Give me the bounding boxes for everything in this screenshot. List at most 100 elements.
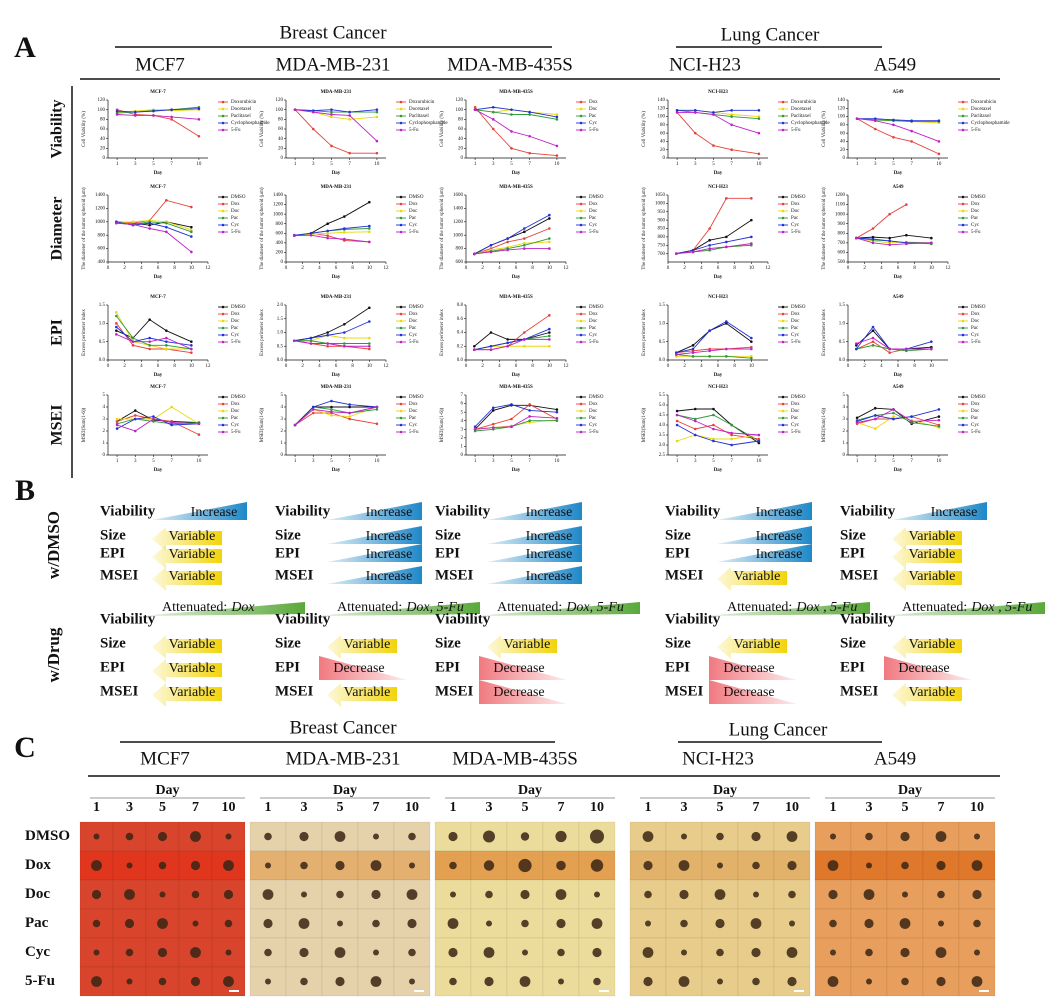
b-state: Increase [526, 529, 573, 544]
point [343, 231, 346, 234]
y-tick-label: 0.0 [99, 358, 106, 363]
b-state: Variable [169, 661, 216, 676]
legend-marker [221, 202, 225, 206]
trend-shape [717, 502, 812, 520]
axis-label: Day [714, 171, 723, 176]
legend-label: Cyclophosphamide [791, 121, 830, 126]
axis-label: Cell Viability (%) [260, 111, 265, 147]
legend-marker [399, 402, 403, 406]
trend-shape [892, 502, 987, 520]
point [712, 413, 715, 417]
spheroid [158, 861, 167, 870]
series-line [295, 109, 378, 142]
spheroid [642, 831, 654, 842]
y-tick-label: 500 [838, 260, 846, 265]
legend-label: Cyc [231, 223, 240, 228]
spheroid [265, 978, 271, 985]
legend-label: Cyc [231, 423, 240, 428]
spheroid [786, 831, 798, 842]
legend-label: DMSO [791, 305, 806, 310]
spheroid [190, 947, 201, 958]
spheroid [865, 948, 873, 957]
axis-label: MSEI(Sum(1-6)) [260, 407, 265, 442]
b-label: Size [100, 635, 126, 651]
x-tick-label: 1 [676, 162, 679, 167]
point [675, 109, 679, 112]
y-tick-label: 900 [658, 218, 666, 223]
point [855, 416, 859, 420]
b-label: EPI [665, 659, 690, 675]
y-tick-label: 20 [458, 146, 464, 151]
point [165, 225, 168, 229]
point [131, 344, 135, 347]
trend-shape [880, 602, 1045, 616]
x-tick-label: 6 [897, 266, 900, 271]
point [190, 228, 193, 232]
legend-label: Pac [971, 326, 979, 331]
legend-marker [961, 326, 965, 330]
day-label: Day [713, 783, 737, 798]
point [165, 340, 168, 343]
axis-label: Cell Viability (%) [822, 111, 827, 147]
trend-shape [327, 683, 397, 707]
point [708, 227, 711, 230]
x-tick-label: 5 [712, 162, 715, 167]
point [148, 223, 151, 227]
point [712, 407, 715, 411]
point [730, 437, 733, 441]
trend-shape [487, 502, 582, 520]
x-tick-label: 8 [173, 364, 176, 369]
point [115, 423, 119, 427]
point [873, 427, 877, 430]
point [170, 115, 173, 119]
series-line [856, 341, 932, 354]
b-label: MSEI [435, 683, 474, 699]
y-tick-label: 2.5 [659, 453, 666, 458]
spheroid [827, 976, 839, 987]
legend-marker [579, 319, 583, 323]
y-tick-label: 800 [98, 233, 106, 238]
b-label: MSEI [665, 567, 704, 583]
y-tick-label: 1 [843, 441, 846, 446]
row-label: Viability [49, 100, 66, 159]
spheroid [520, 889, 530, 900]
point [892, 123, 895, 127]
legend-marker [221, 121, 225, 125]
point [730, 115, 733, 118]
point [855, 236, 858, 240]
x-tick-label: 0 [667, 364, 670, 369]
spheroid [450, 891, 456, 898]
spheroid [264, 832, 272, 841]
cell-line: A549 [874, 54, 916, 75]
point [555, 144, 559, 148]
point [675, 419, 679, 423]
x-tick-label: 12 [564, 266, 570, 271]
legend-marker [961, 202, 965, 206]
day-number: 7 [373, 800, 380, 815]
axis-label: Excess perimeter index [822, 309, 827, 356]
treatment-label: Dox [25, 857, 51, 873]
trend-shape [152, 567, 222, 591]
spheroid [298, 918, 310, 929]
x-tick-label: 1 [474, 162, 477, 167]
legend-marker [961, 312, 965, 316]
legend-label: Cyc [971, 423, 980, 428]
axis-label: The diameter of the tumor spheroid (μm) [260, 187, 265, 269]
x-tick-label: 10 [929, 364, 935, 369]
chart-title: A549 [892, 90, 904, 95]
legend-label: Doxorubicin [791, 100, 817, 105]
legend-label: 5-Fu [791, 340, 801, 345]
spheroid [788, 890, 796, 899]
y-tick-label: 20 [100, 146, 106, 151]
spheroid [406, 889, 418, 900]
b-state: Attenuated: Dox, 5-Fu [497, 600, 624, 615]
point [190, 250, 193, 254]
row-label: EPI [49, 319, 66, 346]
b-label: Viability [435, 503, 491, 519]
spheroid [125, 832, 134, 841]
legend-label: DMSO [409, 195, 424, 200]
legend-label: Doc [589, 107, 598, 112]
point [750, 340, 753, 343]
y-tick-label: 0.2 [457, 344, 464, 349]
trend-shape [152, 545, 222, 569]
